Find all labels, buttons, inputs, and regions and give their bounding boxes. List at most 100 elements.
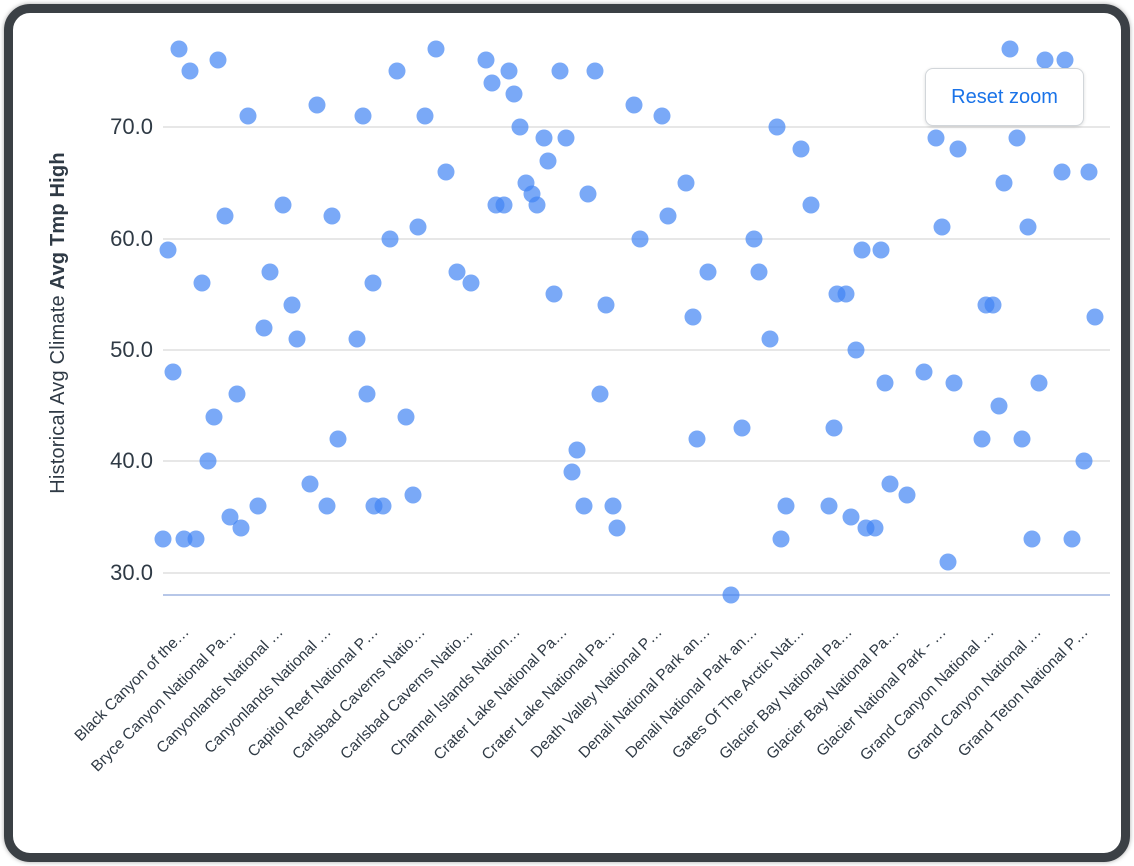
- data-point[interactable]: [1019, 218, 1037, 236]
- data-point[interactable]: [1023, 530, 1041, 548]
- data-point[interactable]: [688, 430, 706, 448]
- data-point[interactable]: [1056, 51, 1074, 69]
- data-point[interactable]: [898, 486, 916, 504]
- data-point[interactable]: [563, 463, 581, 481]
- data-point[interactable]: [1086, 308, 1104, 325]
- data-point[interactable]: [866, 519, 884, 537]
- data-point[interactable]: [388, 62, 406, 80]
- data-point[interactable]: [608, 519, 626, 537]
- data-point[interactable]: [255, 319, 273, 337]
- data-point[interactable]: [625, 96, 643, 114]
- data-point[interactable]: [500, 62, 518, 80]
- data-point[interactable]: [699, 263, 717, 281]
- data-point[interactable]: [927, 129, 945, 147]
- data-point[interactable]: [597, 296, 615, 314]
- data-point[interactable]: [187, 530, 205, 548]
- data-point[interactable]: [358, 385, 376, 403]
- data-point[interactable]: [495, 196, 513, 214]
- data-point[interactable]: [853, 241, 871, 259]
- data-point[interactable]: [448, 263, 466, 281]
- plot-area[interactable]: 70.0 60.0 50.0 40.0 30.0: [110, 38, 1110, 604]
- data-point[interactable]: [1080, 163, 1098, 181]
- data-point[interactable]: [990, 397, 1008, 415]
- data-point[interactable]: [1013, 430, 1031, 448]
- reset-zoom-button[interactable]: Reset zoom: [925, 68, 1084, 126]
- data-point[interactable]: [216, 207, 234, 225]
- data-point[interactable]: [1030, 374, 1048, 392]
- data-point[interactable]: [876, 374, 894, 392]
- data-point[interactable]: [995, 174, 1013, 192]
- data-point[interactable]: [820, 497, 838, 515]
- data-point[interactable]: [825, 419, 843, 437]
- data-point[interactable]: [915, 363, 933, 381]
- data-point[interactable]: [1001, 40, 1019, 58]
- data-point[interactable]: [872, 241, 890, 259]
- data-point[interactable]: [329, 430, 347, 448]
- data-point[interactable]: [545, 285, 563, 303]
- data-point[interactable]: [539, 152, 557, 170]
- data-point[interactable]: [301, 475, 319, 493]
- data-point[interactable]: [837, 285, 855, 303]
- data-point[interactable]: [154, 530, 172, 548]
- data-point[interactable]: [274, 196, 292, 214]
- data-point[interactable]: [551, 62, 569, 80]
- data-point[interactable]: [364, 274, 382, 292]
- data-point[interactable]: [205, 408, 223, 426]
- data-point[interactable]: [792, 140, 810, 158]
- data-point[interactable]: [842, 508, 860, 526]
- data-point[interactable]: [209, 51, 227, 69]
- data-point[interactable]: [761, 330, 779, 348]
- data-point[interactable]: [477, 51, 495, 69]
- data-point[interactable]: [1075, 452, 1093, 470]
- data-point[interactable]: [437, 163, 455, 181]
- data-point[interactable]: [568, 441, 586, 459]
- data-point[interactable]: [933, 218, 951, 236]
- data-point[interactable]: [772, 530, 790, 548]
- data-point[interactable]: [684, 308, 702, 325]
- data-point[interactable]: [604, 497, 622, 515]
- data-point[interactable]: [283, 296, 301, 314]
- data-point[interactable]: [348, 330, 366, 348]
- data-point[interactable]: [847, 341, 865, 359]
- data-point[interactable]: [945, 374, 963, 392]
- data-point[interactable]: [416, 107, 434, 125]
- data-point[interactable]: [427, 40, 445, 58]
- data-point[interactable]: [249, 497, 267, 515]
- data-point[interactable]: [939, 553, 957, 571]
- data-point[interactable]: [733, 419, 751, 437]
- data-point[interactable]: [745, 230, 763, 248]
- data-point[interactable]: [193, 274, 211, 292]
- data-point[interactable]: [199, 452, 217, 470]
- data-point[interactable]: [557, 129, 575, 147]
- data-point[interactable]: [722, 586, 740, 604]
- data-point[interactable]: [750, 263, 768, 281]
- data-point[interactable]: [308, 96, 326, 114]
- data-point[interactable]: [579, 185, 597, 203]
- data-point[interactable]: [528, 196, 546, 214]
- data-point[interactable]: [631, 230, 649, 248]
- data-point[interactable]: [181, 62, 199, 80]
- data-point[interactable]: [1036, 51, 1054, 69]
- data-point[interactable]: [802, 196, 820, 214]
- data-point[interactable]: [881, 475, 899, 493]
- data-point[interactable]: [586, 62, 604, 80]
- data-point[interactable]: [1053, 163, 1071, 181]
- data-point[interactable]: [505, 85, 523, 103]
- data-point[interactable]: [323, 207, 341, 225]
- data-point[interactable]: [354, 107, 372, 125]
- data-point[interactable]: [397, 408, 415, 426]
- data-point[interactable]: [653, 107, 671, 125]
- data-point[interactable]: [374, 497, 392, 515]
- data-point[interactable]: [535, 129, 553, 147]
- data-point[interactable]: [170, 40, 188, 58]
- data-point[interactable]: [228, 385, 246, 403]
- data-point[interactable]: [483, 74, 501, 92]
- data-point[interactable]: [511, 118, 529, 136]
- data-point[interactable]: [1008, 129, 1026, 147]
- data-point[interactable]: [777, 497, 795, 515]
- data-point[interactable]: [591, 385, 609, 403]
- data-point[interactable]: [239, 107, 257, 125]
- data-point[interactable]: [973, 430, 991, 448]
- data-point[interactable]: [462, 274, 480, 292]
- data-point[interactable]: [768, 118, 786, 136]
